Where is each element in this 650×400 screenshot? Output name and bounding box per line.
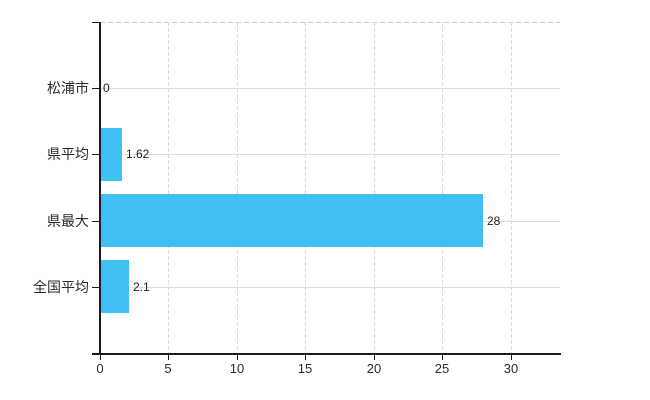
x-axis-tick — [237, 355, 238, 360]
x-axis-tick — [305, 355, 306, 360]
y-axis-tick — [92, 88, 100, 89]
gridline-horizontal — [100, 287, 560, 288]
bar — [101, 194, 483, 247]
x-axis-tick — [374, 355, 375, 360]
value-label: 0 — [103, 81, 110, 95]
x-tick-label: 30 — [503, 361, 519, 376]
category-label: 県最大 — [47, 213, 89, 229]
plot-top-border — [100, 22, 560, 23]
gridline-horizontal — [100, 88, 560, 89]
gridline-horizontal — [100, 154, 560, 155]
gridline-vertical — [168, 22, 169, 353]
x-tick-label: 10 — [229, 361, 245, 376]
y-axis-tick — [92, 221, 100, 222]
value-label: 28 — [487, 214, 501, 228]
x-tick-label: 5 — [164, 361, 172, 376]
y-axis-tick — [92, 287, 100, 288]
x-tick-label: 25 — [434, 361, 450, 376]
x-axis-tick — [168, 355, 169, 360]
bar — [101, 128, 122, 181]
y-axis-tick — [92, 154, 100, 155]
gridline-vertical — [442, 22, 443, 353]
x-axis-tick — [100, 355, 101, 360]
category-label: 全国平均 — [33, 279, 89, 295]
bar — [101, 260, 129, 313]
value-label: 2.1 — [133, 280, 150, 294]
x-axis-tick — [511, 355, 512, 360]
category-label: 松浦市 — [47, 80, 89, 96]
gridline-vertical — [511, 22, 512, 353]
y-axis — [99, 22, 101, 355]
value-label: 1.62 — [126, 147, 150, 161]
y-axis-tick — [92, 22, 100, 23]
gridline-vertical — [237, 22, 238, 353]
x-tick-label: 0 — [96, 361, 104, 376]
category-label: 県平均 — [47, 146, 89, 162]
gridline-vertical — [305, 22, 306, 353]
x-tick-label: 15 — [297, 361, 313, 376]
x-tick-label: 20 — [366, 361, 382, 376]
x-axis-tick — [442, 355, 443, 360]
x-axis — [92, 353, 561, 355]
gridline-vertical — [374, 22, 375, 353]
